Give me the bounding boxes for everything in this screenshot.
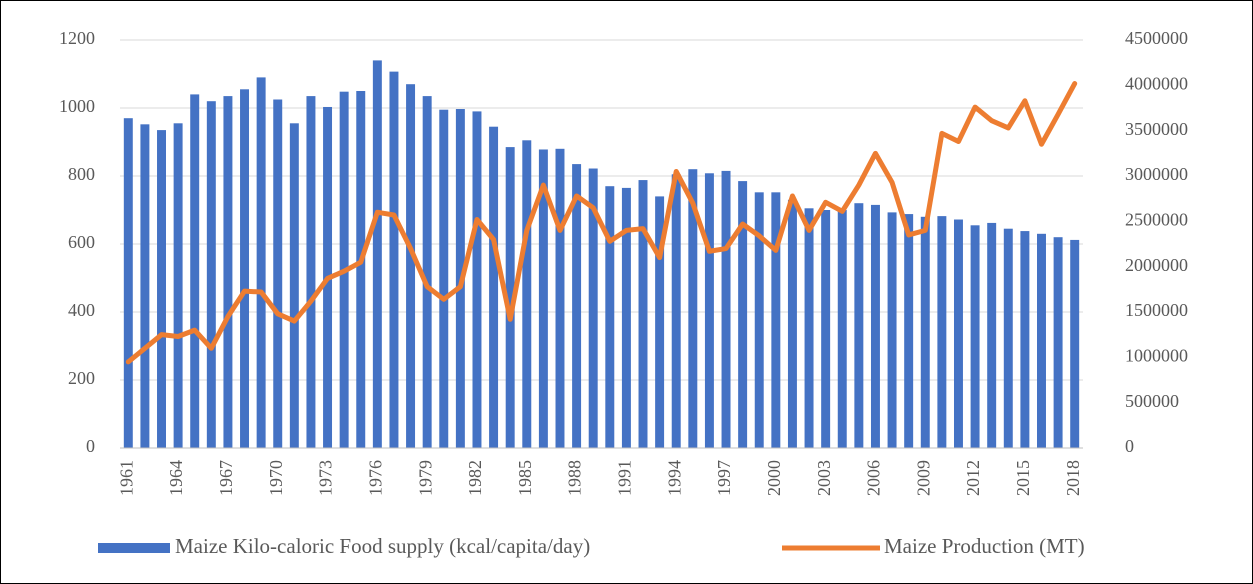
bar: [555, 148, 565, 449]
bar: [572, 164, 582, 448]
bar: [1070, 239, 1080, 448]
bar: [1037, 233, 1046, 448]
y-tick-label: 0: [86, 436, 95, 456]
bar: [223, 96, 233, 448]
bar: [688, 169, 698, 448]
x-tick-label: 1997: [714, 460, 734, 496]
y2-tick-label: 2000000: [1125, 255, 1188, 275]
bar: [771, 192, 781, 448]
x-tick-label: 1970: [266, 460, 286, 496]
bar: [206, 101, 216, 448]
y-tick-label: 1000: [59, 96, 95, 116]
bar: [389, 71, 399, 449]
bar: [738, 181, 748, 448]
x-tick-label: 2006: [864, 460, 884, 496]
bar: [422, 96, 432, 448]
y-tick-label: 1200: [59, 28, 95, 48]
legend-swatch: [98, 543, 170, 553]
x-tick-label: 2015: [1013, 460, 1033, 496]
bar: [1053, 237, 1063, 448]
x-tick-label: 1976: [365, 460, 385, 496]
y-tick-label: 400: [68, 300, 95, 320]
y2-tick-label: 1500000: [1125, 300, 1188, 320]
bar: [489, 126, 499, 448]
x-tick-label: 2018: [1063, 460, 1083, 496]
bar: [472, 111, 482, 449]
bar: [605, 186, 615, 448]
bar: [256, 77, 266, 449]
bar: [920, 216, 930, 448]
bar: [904, 214, 914, 448]
bar: [273, 99, 283, 448]
bar: [854, 203, 864, 448]
bar: [787, 199, 797, 448]
bar: [970, 225, 980, 448]
legend-label: Maize Kilo-caloric Food supply (kcal/cap…: [175, 534, 590, 558]
bar: [704, 173, 714, 448]
bar: [439, 109, 449, 448]
x-tick-label: 1964: [166, 460, 186, 496]
bar: [356, 91, 366, 448]
bar: [1003, 228, 1013, 448]
legend-label: Maize Production (MT): [884, 534, 1085, 558]
y2-tick-label: 500000: [1125, 391, 1179, 411]
x-tick-label: 2000: [764, 460, 784, 496]
bar: [306, 96, 316, 448]
bar: [406, 84, 416, 448]
bar: [721, 170, 731, 448]
bar: [621, 187, 631, 448]
y2-tick-label: 3000000: [1125, 164, 1188, 184]
bar: [655, 196, 665, 448]
bar: [140, 124, 150, 448]
bar: [372, 60, 382, 449]
x-tick-label: 1967: [216, 460, 236, 496]
y2-tick-label: 4000000: [1125, 73, 1188, 93]
y2-tick-label: 3500000: [1125, 119, 1188, 139]
bar: [870, 204, 880, 448]
y2-tick-label: 1000000: [1125, 345, 1188, 365]
y2-tick-label: 4500000: [1125, 28, 1188, 48]
bar: [123, 118, 133, 448]
bar: [157, 130, 166, 448]
line-series: [125, 81, 1078, 365]
x-tick-label: 1985: [515, 460, 535, 496]
bar: [190, 94, 200, 449]
x-tick-label: 2003: [814, 460, 834, 496]
bar: [937, 216, 947, 448]
bar: [538, 149, 548, 449]
bar: [953, 219, 963, 448]
bar: [638, 180, 648, 448]
x-tick-label: 2009: [913, 460, 933, 496]
bar: [588, 168, 598, 448]
x-tick-label: 1973: [316, 460, 336, 496]
y2-tick-label: 0: [1125, 436, 1134, 456]
bar: [289, 123, 299, 449]
y-tick-label: 800: [68, 164, 95, 184]
x-tick-label: 2012: [963, 460, 983, 496]
x-tick-label: 1979: [415, 460, 435, 496]
y-tick-label: 200: [68, 368, 95, 388]
bar: [173, 123, 183, 449]
y-tick-label: 600: [68, 232, 95, 252]
bar: [522, 140, 532, 449]
bar: [804, 208, 814, 448]
x-tick-label: 1982: [465, 460, 485, 496]
bar: [240, 89, 250, 449]
x-tick-label: 1991: [615, 460, 635, 496]
x-tick-label: 1994: [664, 460, 684, 496]
bar: [821, 210, 831, 448]
bar: [887, 212, 897, 448]
bar: [505, 147, 515, 448]
bar: [987, 222, 997, 448]
bar: [837, 210, 847, 448]
bar: [1020, 231, 1030, 448]
x-tick-label: 1961: [116, 460, 136, 496]
y2-tick-label: 2500000: [1125, 209, 1188, 229]
bar: [671, 174, 681, 449]
bar: [754, 192, 764, 448]
x-tick-label: 1988: [565, 460, 585, 496]
